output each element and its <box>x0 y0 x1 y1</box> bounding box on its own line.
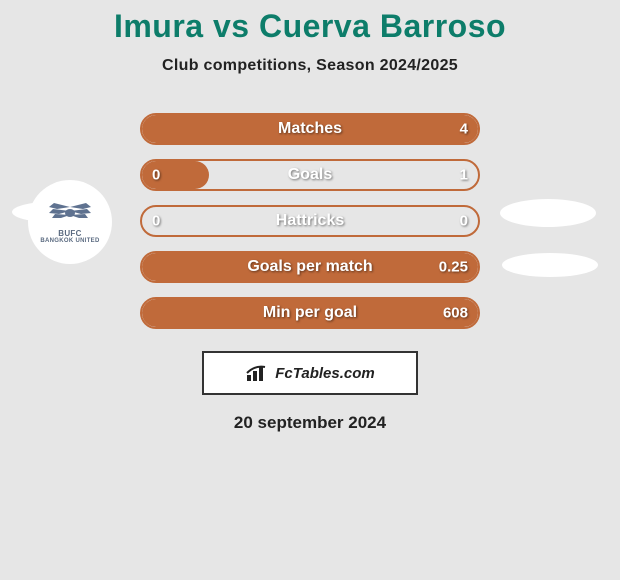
stat-label: Hattricks <box>276 212 344 230</box>
page-title: Imura vs Cuerva Barroso <box>0 0 620 45</box>
stat-label: Goals per match <box>247 258 372 276</box>
page-subtitle: Club competitions, Season 2024/2025 <box>0 57 620 75</box>
stat-value-right: 4 <box>460 121 468 138</box>
stat-value-right: 608 <box>443 305 468 322</box>
stat-value-left: 0 <box>152 213 160 230</box>
stat-label: Matches <box>278 120 342 138</box>
stat-label: Goals <box>288 166 332 184</box>
club-badge-line1: BUFC <box>58 229 81 238</box>
stat-row: Matches 4 <box>140 113 480 145</box>
stat-row: 0 Goals 1 <box>140 159 480 191</box>
attribution-box: FcTables.com <box>202 351 418 395</box>
stat-value-right: 0 <box>460 213 468 230</box>
stat-value-left: 0 <box>152 167 160 184</box>
attribution-text: FcTables.com <box>275 365 374 382</box>
chart-bars-icon <box>245 363 271 383</box>
stat-value-right: 0.25 <box>439 259 468 276</box>
stat-value-right: 1 <box>460 167 468 184</box>
stat-label: Min per goal <box>263 304 357 322</box>
club-wings-icon <box>41 201 99 227</box>
club-badge: BUFC BANGKOK UNITED <box>28 180 112 264</box>
snapshot-date: 20 september 2024 <box>0 413 620 433</box>
stat-row: 0 Hattricks 0 <box>140 205 480 237</box>
stat-row: Min per goal 608 <box>140 297 480 329</box>
stat-row: Goals per match 0.25 <box>140 251 480 283</box>
club-badge-line2: BANGKOK UNITED <box>40 238 99 244</box>
